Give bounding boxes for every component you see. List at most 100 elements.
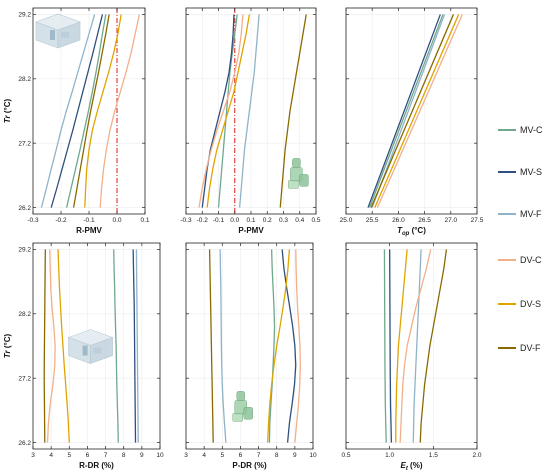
series-line-mv-c bbox=[383, 249, 387, 443]
x-axis-label: P-DR (%) bbox=[232, 461, 267, 470]
series-line-dv-c bbox=[46, 249, 56, 443]
series-line-mv-s bbox=[281, 249, 297, 443]
x-tick-label: 0.3 bbox=[279, 217, 288, 224]
x-tick-label: 25.5 bbox=[366, 217, 379, 224]
series-line-mv-c bbox=[268, 249, 276, 443]
plot-frame bbox=[185, 242, 314, 450]
room-model-thumbnail bbox=[67, 329, 114, 364]
chart-panel-3: 25.0 25.5 26.0 26.5 27.0 27.5 Top (°C) bbox=[340, 7, 484, 237]
occupant-seat bbox=[288, 180, 299, 189]
y-tick-label: 27.2 bbox=[18, 375, 31, 382]
x-tick-label: 27.5 bbox=[471, 217, 484, 224]
series-line-dv-c bbox=[99, 14, 141, 208]
x-tick-label: 5 bbox=[67, 452, 71, 459]
series-line-mv-c bbox=[65, 14, 107, 208]
plot-frame bbox=[345, 7, 478, 215]
series-line-mv-s bbox=[132, 249, 137, 443]
series-line-dv-s bbox=[374, 14, 460, 208]
series-line-mv-f bbox=[412, 249, 422, 443]
x-tick-label: 0.5 bbox=[311, 217, 320, 224]
occupant-head bbox=[292, 158, 301, 168]
x-tick-label: 7 bbox=[104, 452, 108, 459]
series-line-dv-c bbox=[399, 249, 432, 443]
y-tick-label: 27.2 bbox=[18, 140, 31, 147]
series-line-dv-f bbox=[43, 249, 46, 443]
occupant-legs bbox=[243, 407, 253, 420]
y-axis-label: Tr (°C) bbox=[3, 333, 12, 358]
series-line-mv-c bbox=[368, 14, 444, 208]
series-line-dv-f bbox=[370, 14, 455, 208]
x-tick-label: -0.2 bbox=[197, 217, 209, 224]
series-line-dv-s bbox=[206, 14, 251, 208]
series-line-mv-s bbox=[389, 249, 393, 443]
series-line-dv-s bbox=[395, 249, 408, 443]
x-tick-label: -0.1 bbox=[83, 217, 95, 224]
room-model-person bbox=[82, 345, 88, 356]
series-line-dv-c bbox=[376, 14, 463, 208]
x-tick-label: -0.3 bbox=[180, 217, 192, 224]
y-tick-label: 28.2 bbox=[18, 76, 31, 83]
series-line-mv-f bbox=[135, 249, 139, 443]
chart-panel-2: -0.3 -0.2 -0.1 0.0 0.1 0.2 0.3 0.4 0.5 P-PMV bbox=[180, 7, 321, 235]
series-line-mv-c bbox=[113, 249, 119, 443]
plot-frame bbox=[345, 242, 478, 450]
y-tick-label: 26.2 bbox=[18, 440, 31, 447]
x-tick-label: 10 bbox=[309, 452, 317, 459]
legend-label-dv-f: DV-F bbox=[520, 343, 541, 353]
x-tick-label: 6 bbox=[239, 452, 243, 459]
occupant-seat bbox=[232, 413, 243, 422]
chart-panel-4: 3 4 5 6 7 8 9 10 26.2 27.2 28.2 29.2 R-DR (%) Tr (°C) bbox=[3, 242, 164, 470]
y-tick-label: 26.2 bbox=[18, 205, 31, 212]
x-tick-label: 5 bbox=[220, 452, 224, 459]
x-axis-label: R-DR (%) bbox=[79, 461, 114, 470]
x-axis-label: R-PMV bbox=[76, 226, 102, 235]
x-tick-label: 25.0 bbox=[340, 217, 353, 224]
series-line-mv-c bbox=[217, 14, 238, 208]
x-tick-label: 0.5 bbox=[341, 452, 350, 459]
room-model-desk bbox=[61, 32, 69, 38]
x-axis-label: Et (%) bbox=[400, 461, 422, 472]
room-model-desk bbox=[93, 347, 102, 354]
x-tick-label: 4 bbox=[49, 452, 53, 459]
x-tick-label: -0.1 bbox=[213, 217, 225, 224]
y-tick-label: 28.2 bbox=[18, 311, 31, 318]
x-tick-label: 0.0 bbox=[112, 217, 121, 224]
series-line-dv-f bbox=[279, 14, 307, 208]
x-tick-label: 8 bbox=[122, 452, 126, 459]
series-line-mv-f bbox=[238, 14, 260, 208]
legend: MV-C MV-S MV-F DV-C DV-S DV-F bbox=[498, 125, 543, 353]
occupant-legs bbox=[299, 174, 309, 187]
y-tick-label: 29.2 bbox=[18, 12, 31, 19]
x-tick-label: 8 bbox=[275, 452, 279, 459]
x-tick-label: 27.0 bbox=[444, 217, 457, 224]
x-tick-label: 9 bbox=[140, 452, 144, 459]
x-axis-label: P-PMV bbox=[238, 226, 264, 235]
x-tick-label: 0.1 bbox=[140, 217, 149, 224]
series-line-mv-f bbox=[40, 14, 96, 208]
series-line-mv-s bbox=[201, 14, 235, 208]
y-tick-label: 29.2 bbox=[18, 247, 31, 254]
x-tick-label: -0.2 bbox=[55, 217, 67, 224]
x-tick-label: 3 bbox=[184, 452, 188, 459]
room-model-person bbox=[50, 30, 55, 40]
occupant-thumbnail bbox=[288, 158, 309, 189]
series-line-dv-f bbox=[208, 249, 214, 443]
legend-label-dv-c: DV-C bbox=[520, 255, 542, 265]
chart-panel-1: -0.3 -0.2 -0.1 0.0 0.1 26.2 27.2 28.2 29.2 R-PMV T… bbox=[3, 7, 150, 235]
series-line-mv-f bbox=[219, 249, 227, 443]
x-tick-label: -0.3 bbox=[27, 217, 39, 224]
series-line-mv-s bbox=[367, 14, 441, 208]
series-line-mv-s bbox=[50, 14, 104, 208]
x-tick-label: 0.0 bbox=[230, 217, 239, 224]
chart-panel-5: 3 4 5 6 7 8 9 10 P-DR (%) bbox=[184, 242, 317, 470]
series-line-dv-f bbox=[419, 249, 448, 443]
series-line-dv-s bbox=[57, 249, 70, 443]
series-line-dv-s bbox=[266, 249, 291, 443]
x-axis-label: Top (°C) bbox=[397, 226, 426, 237]
x-tick-label: 10 bbox=[156, 452, 164, 459]
y-axis-label: Tr (°C) bbox=[3, 98, 12, 123]
x-tick-label: 7 bbox=[257, 452, 261, 459]
legend-label-mv-s: MV-S bbox=[520, 167, 542, 177]
x-tick-label: 26.0 bbox=[392, 217, 405, 224]
